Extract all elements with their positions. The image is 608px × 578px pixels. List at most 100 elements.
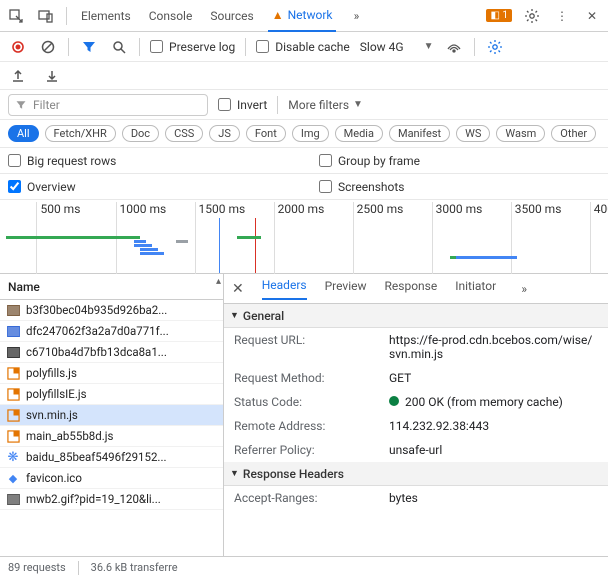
type-ws[interactable]: WS — [456, 125, 490, 142]
view-options-row1: Big request rows Group by frame — [0, 148, 608, 174]
invert-label: Invert — [237, 98, 267, 112]
request-row[interactable]: mwb2.gif?pid=19_120&li... — [0, 489, 223, 510]
close-devtools-icon[interactable]: ✕ — [582, 6, 602, 26]
timeline-bar — [450, 256, 517, 259]
accept-ranges-val: bytes — [389, 491, 598, 505]
request-row[interactable]: c6710ba4d7bfb13dca8a1... — [0, 342, 223, 363]
request-list: b3f30bec04b935d926ba2... dfc247062f3a2a7d… — [0, 300, 223, 556]
status-key: Status Code: — [234, 395, 389, 409]
preserve-log-checkbox[interactable]: Preserve log — [150, 40, 235, 54]
tab-elements[interactable]: Elements — [77, 9, 135, 23]
type-doc[interactable]: Doc — [122, 125, 159, 142]
file-name: b3f30bec04b935d926ba2... — [26, 303, 167, 317]
resource-type-filter: All Fetch/XHR Doc CSS JS Font Img Media … — [0, 120, 608, 148]
overview-checkbox[interactable]: Overview — [8, 180, 76, 194]
file-type-icon — [6, 492, 20, 506]
section-general[interactable]: ▼General — [224, 304, 608, 328]
inspect-icon[interactable] — [6, 6, 26, 26]
tab-initiator[interactable]: Initiator — [455, 279, 496, 299]
more-tabs-icon[interactable]: » — [346, 6, 366, 26]
status-dot-icon — [389, 396, 399, 406]
request-row[interactable]: ❋baidu_85beaf5496f29152... — [0, 447, 223, 468]
request-row[interactable]: polyfills.js — [0, 363, 223, 384]
type-wasm[interactable]: Wasm — [496, 125, 545, 142]
timeline-bar — [140, 252, 164, 255]
tab-network-label: Network — [288, 8, 333, 22]
request-row[interactable]: polyfillsIE.js — [0, 384, 223, 405]
close-details-icon[interactable]: ✕ — [232, 281, 244, 297]
tab-preview[interactable]: Preview — [325, 279, 367, 299]
request-details-panel: ✕ Headers Preview Response Initiator » ▼… — [224, 274, 608, 556]
file-type-icon — [6, 366, 20, 380]
type-fetch[interactable]: Fetch/XHR — [45, 125, 116, 142]
more-filters-label: More filters — [288, 98, 349, 112]
import-har-icon[interactable] — [42, 66, 62, 86]
timeline-tick: 2000 ms — [274, 202, 325, 274]
clear-icon[interactable] — [38, 37, 58, 57]
request-row[interactable]: main_ab55b8d.js — [0, 426, 223, 447]
more-filters-button[interactable]: More filters ▼ — [288, 98, 363, 112]
type-js[interactable]: JS — [209, 125, 240, 142]
general-label: General — [243, 309, 284, 323]
network-conditions-icon[interactable] — [444, 37, 464, 57]
issues-badge[interactable]: ◧ 1 — [486, 9, 512, 22]
timeline-tick: 3500 ms — [511, 202, 562, 274]
file-type-icon — [6, 345, 20, 359]
network-settings-icon[interactable] — [485, 37, 505, 57]
type-font[interactable]: Font — [246, 125, 286, 142]
timeline-bar — [6, 236, 140, 239]
search-icon[interactable] — [109, 37, 129, 57]
file-type-icon — [6, 429, 20, 443]
section-response-headers[interactable]: ▼Response Headers — [224, 462, 608, 486]
tab-console[interactable]: Console — [145, 9, 197, 23]
invert-checkbox[interactable]: Invert — [218, 98, 267, 112]
throttle-label: Slow 4G — [360, 40, 404, 54]
request-row[interactable]: svn.min.js — [0, 405, 223, 426]
timeline-overview[interactable]: 500 ms1000 ms1500 ms2000 ms2500 ms3000 m… — [0, 200, 608, 274]
kv-referrer-policy: Referrer Policy:unsafe-url — [224, 438, 608, 462]
timeline-tick: 2500 ms — [353, 202, 404, 274]
request-list-panel: Name ▴ b3f30bec04b935d926ba2... dfc247062… — [0, 274, 224, 556]
request-row[interactable]: ◆favicon.ico — [0, 468, 223, 489]
file-name: main_ab55b8d.js — [26, 429, 113, 443]
filter-toggle-icon[interactable] — [79, 37, 99, 57]
screenshots-checkbox[interactable]: Screenshots — [319, 180, 404, 194]
type-img[interactable]: Img — [292, 125, 329, 142]
timeline-bar — [176, 240, 188, 243]
tab-sources[interactable]: Sources — [206, 9, 257, 23]
type-all[interactable]: All — [8, 125, 39, 142]
type-other[interactable]: Other — [551, 125, 596, 142]
kebab-menu-icon[interactable]: ⋮ — [552, 6, 572, 26]
more-detail-tabs-icon[interactable]: » — [514, 279, 534, 299]
tab-network[interactable]: ▲Network — [268, 0, 337, 32]
settings-gear-icon[interactable] — [522, 6, 542, 26]
request-row[interactable]: b3f30bec04b935d926ba2... — [0, 300, 223, 321]
method-key: Request Method: — [234, 371, 389, 385]
kv-status-code: Status Code:200 OK (from memory cache) — [224, 390, 608, 414]
throttle-dropdown-icon[interactable]: ▼ — [424, 41, 434, 52]
scroll-up-icon: ▴ — [216, 276, 221, 287]
separator — [68, 38, 69, 56]
file-type-icon — [6, 408, 20, 422]
request-row[interactable]: dfc247062f3a2a7d0a771f... — [0, 321, 223, 342]
device-toggle-icon[interactable] — [36, 6, 56, 26]
type-manifest[interactable]: Manifest — [389, 125, 450, 142]
tab-response[interactable]: Response — [385, 279, 438, 299]
group-frame-checkbox[interactable]: Group by frame — [319, 154, 420, 168]
record-icon[interactable] — [8, 37, 28, 57]
disable-cache-checkbox[interactable]: Disable cache — [256, 40, 350, 54]
filter-input[interactable]: Filter — [8, 94, 208, 116]
timeline-marker — [255, 218, 256, 273]
name-column-label: Name — [8, 280, 40, 294]
list-header-name[interactable]: Name ▴ — [0, 274, 223, 300]
big-rows-label: Big request rows — [27, 154, 116, 168]
type-media[interactable]: Media — [335, 125, 383, 142]
tab-headers[interactable]: Headers — [262, 278, 307, 300]
export-har-icon[interactable] — [8, 66, 28, 86]
type-css[interactable]: CSS — [165, 125, 203, 142]
group-frame-label: Group by frame — [338, 154, 420, 168]
big-rows-checkbox[interactable]: Big request rows — [8, 154, 116, 168]
network-toolbar: Preserve log Disable cache Slow 4G ▼ — [0, 32, 608, 62]
throttle-select[interactable]: Slow 4G — [360, 40, 404, 54]
filter-placeholder: Filter — [33, 98, 60, 112]
